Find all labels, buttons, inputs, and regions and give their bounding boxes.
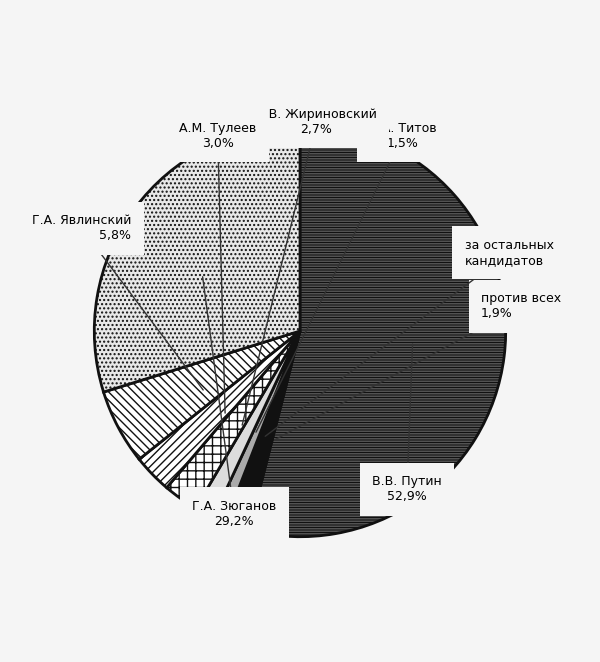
Text: за остальных
кандидатов: за остальных кандидатов	[265, 239, 554, 436]
Wedge shape	[213, 331, 300, 523]
Wedge shape	[225, 331, 300, 530]
Text: А.М. Тулеев
3,0%: А.М. Тулеев 3,0%	[179, 122, 256, 413]
Text: К.А. Титов
1,5%: К.А. Титов 1,5%	[256, 122, 437, 432]
Text: Г.А. Явлинский
5,8%: Г.А. Явлинский 5,8%	[32, 214, 203, 390]
Wedge shape	[196, 331, 300, 518]
Text: В.В. Путин
52,9%: В.В. Путин 52,9%	[372, 344, 442, 503]
Wedge shape	[94, 125, 300, 392]
Wedge shape	[104, 331, 300, 459]
Text: Г.А. Зюганов
29,2%: Г.А. Зюганов 29,2%	[192, 277, 276, 528]
Wedge shape	[167, 331, 300, 508]
Text: В.В. Жириновский
2,7%: В.В. Жириновский 2,7%	[242, 107, 377, 425]
Text: против всех
1,9%: против всех 1,9%	[275, 293, 561, 440]
Wedge shape	[249, 125, 506, 537]
Wedge shape	[139, 331, 300, 488]
